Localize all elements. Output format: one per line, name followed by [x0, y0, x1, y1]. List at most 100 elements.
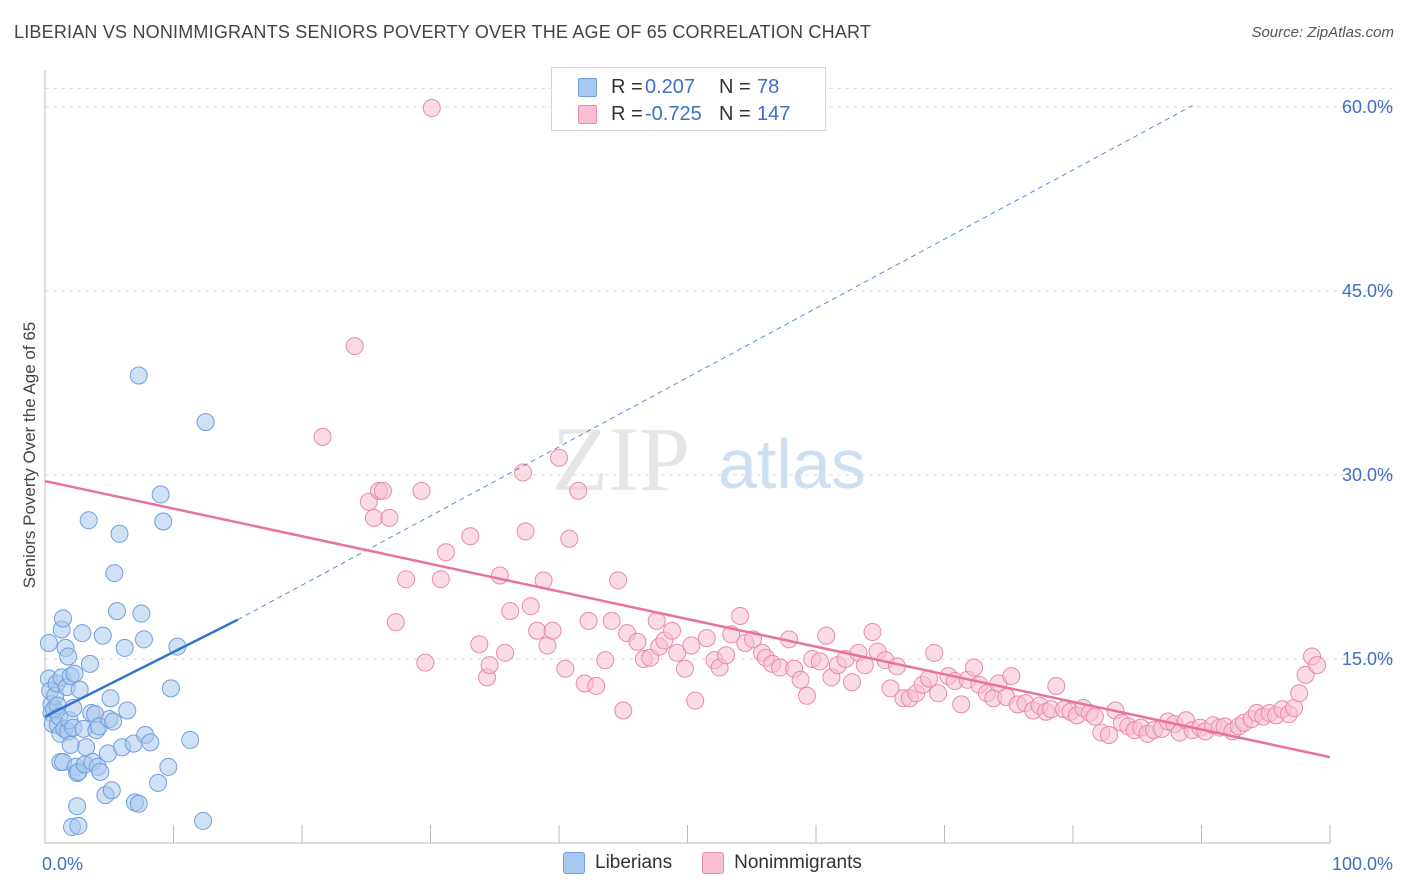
nonimmigrants-point	[416, 653, 435, 672]
nonimmigrants-point	[682, 636, 701, 655]
nonimmigrants-point	[1308, 656, 1327, 675]
liberians-point	[134, 630, 153, 649]
n-value: 147	[757, 102, 791, 125]
liberians-point	[110, 524, 129, 543]
liberians-swatch	[578, 77, 597, 97]
nonimmigrants-point	[550, 448, 568, 467]
nonimmigrants-point	[480, 656, 499, 675]
nonimmigrants-point	[470, 635, 489, 654]
y-tick-label: 30.0%	[1342, 465, 1393, 485]
nonimmigrants-point	[436, 543, 455, 562]
nonimmigrants-point	[461, 527, 480, 546]
liberians-point	[102, 781, 121, 800]
nonimmigrants-trend-line	[44, 479, 1331, 759]
r-label: R =	[611, 75, 643, 98]
nonimmigrants-point	[386, 613, 405, 632]
liberians-point	[53, 609, 72, 628]
nonimmigrants-point	[602, 611, 621, 630]
stats-legend: R = 0.207 N = 78 R = -0.725 N = 147	[551, 67, 826, 131]
r-label: R =	[611, 102, 643, 125]
nonimmigrants-swatch	[578, 104, 597, 124]
liberians-point	[132, 604, 151, 623]
liberians-point	[107, 602, 126, 621]
nonimmigrants-point	[397, 570, 416, 589]
nonimmigrants-point	[364, 508, 383, 527]
liberians-point	[65, 664, 84, 683]
liberians-point	[115, 638, 134, 657]
stats-row-nonimmigrants: R = -0.725 N = 147	[578, 102, 790, 126]
nonimmigrants-point	[412, 481, 431, 500]
liberians-point	[59, 647, 78, 666]
liberians-point	[93, 626, 112, 645]
series-legend: Liberians Nonimmigrants	[563, 852, 892, 874]
stats-row-liberians: R = 0.207 N = 78	[578, 75, 779, 99]
nonimmigrants-point	[1085, 707, 1104, 726]
liberians-point	[181, 730, 200, 749]
nonimmigrants-point	[881, 679, 900, 698]
liberians-point	[151, 485, 170, 504]
nonimmigrants-point	[614, 701, 633, 720]
nonimmigrants-point	[496, 643, 515, 662]
liberians-point	[159, 757, 178, 776]
nonimmigrants-point	[925, 643, 944, 662]
nonimmigrants-point	[717, 646, 736, 665]
liberians-point	[68, 797, 87, 816]
nonimmigrants-point	[359, 492, 378, 511]
nonimmigrants-point	[731, 607, 750, 626]
nonimmigrants-point	[1047, 676, 1066, 695]
nonimmigrants-point	[380, 508, 399, 527]
nonimmigrants-point	[863, 622, 882, 641]
liberians-point	[80, 654, 99, 673]
legend-label: Nonimmigrants	[734, 852, 862, 873]
nonimmigrants-legend-swatch	[702, 852, 725, 874]
nonimmigrants-point	[965, 658, 984, 677]
liberians-point	[91, 762, 110, 781]
liberians-point	[101, 689, 120, 708]
nonimmigrants-point	[596, 651, 615, 670]
y-tick-label: 45.0%	[1342, 281, 1393, 301]
nonimmigrants-point	[560, 529, 579, 548]
legend-label: Liberians	[595, 852, 673, 873]
liberians-legend-swatch	[563, 852, 585, 874]
nonimmigrants-point	[490, 566, 509, 585]
r-value: 0.207	[645, 75, 696, 98]
nonimmigrants-point	[697, 629, 716, 648]
nonimmigrants-point	[422, 99, 441, 118]
nonimmigrants-point	[929, 684, 948, 703]
n-label: N =	[719, 102, 751, 125]
watermark-atlas: atlas	[718, 425, 866, 503]
nonimmigrants-point	[791, 670, 810, 689]
nonimmigrants-point	[569, 481, 588, 500]
nonimmigrants-point	[1290, 684, 1309, 703]
liberians-point	[129, 366, 148, 385]
nonimmigrants-point	[609, 571, 628, 590]
liberians-point	[69, 816, 88, 835]
legend-item-nonimmigrants[interactable]: Nonimmigrants	[702, 852, 862, 874]
nonimmigrants-point	[313, 427, 332, 446]
nonimmigrants-point	[345, 337, 364, 356]
chart-title: LIBERIAN VS NONIMMIGRANTS SENIORS POVERT…	[14, 22, 872, 42]
liberians-point	[196, 413, 215, 432]
nonimmigrants-point	[373, 481, 392, 500]
liberians-point	[61, 735, 80, 754]
nonimmigrants-point	[431, 570, 450, 589]
nonimmigrants-point	[686, 691, 705, 710]
nonimmigrants-point	[675, 659, 694, 678]
nonimmigrants-point	[579, 611, 598, 630]
nonimmigrants-point	[663, 621, 682, 640]
nonimmigrants-point	[668, 643, 687, 662]
nonimmigrants-point	[501, 602, 520, 621]
nonimmigrants-point	[528, 621, 547, 640]
nonimmigrants-point	[1296, 665, 1315, 684]
nonimmigrants-point	[587, 676, 606, 695]
legend-item-liberians[interactable]: Liberians	[563, 852, 672, 874]
nonimmigrants-point	[798, 686, 817, 705]
n-value: 78	[757, 75, 780, 98]
nonimmigrants-point	[810, 652, 829, 671]
x-tick-label: 100.0%	[1332, 854, 1393, 874]
liberians-point	[79, 511, 98, 530]
liberians-trend-line	[44, 618, 239, 718]
y-tick-label: 15.0%	[1342, 649, 1393, 669]
nonimmigrants-point	[1099, 726, 1118, 745]
